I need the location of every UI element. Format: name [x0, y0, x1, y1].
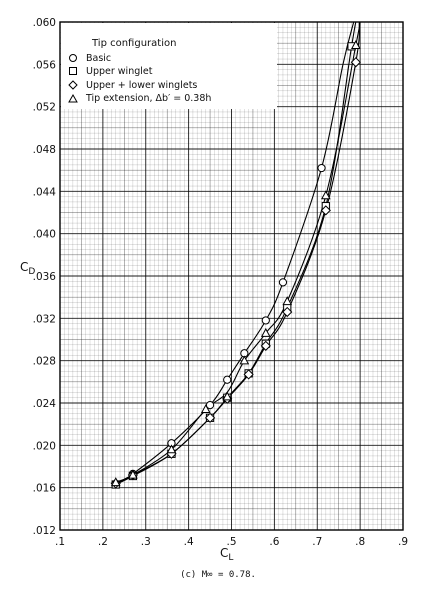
square-marker-icon [69, 67, 77, 75]
data-point-diamond [260, 340, 271, 351]
legend-entry-upper-lower-winglets: Upper + lower winglets [68, 80, 197, 91]
x-tick-label: .2 [98, 536, 108, 548]
legend-label: Upper + lower winglets [86, 80, 197, 91]
legend-label: Basic [86, 53, 111, 64]
legend-label: Tip extension, Δb′ = 0.38h [85, 93, 211, 104]
data-point-triangle [128, 469, 138, 479]
y-axis-label: CD [20, 260, 35, 277]
data-point-triangle [350, 40, 361, 49]
x-tick-label: .7 [312, 536, 322, 548]
x-axis-label: CL [220, 546, 233, 563]
y-tick-label: .028 [33, 356, 56, 368]
data-point-triangle [239, 355, 250, 365]
legend-title: Tip configuration [91, 38, 176, 49]
legend-entry-basic: Basic [69, 53, 111, 64]
y-tick-label: .036 [33, 271, 57, 283]
x-tick-label: .6 [269, 536, 279, 548]
data-point-triangle [320, 190, 331, 200]
data-point-circle [205, 401, 215, 410]
data-point-circle [317, 163, 326, 173]
data-point-circle [261, 316, 270, 325]
y-tick-label: .044 [33, 186, 57, 198]
circle-marker-icon [69, 54, 77, 62]
y-tick-label: .060 [33, 17, 56, 29]
x-tick-label: .5 [226, 536, 236, 548]
data-point-diamond [204, 412, 216, 423]
x-tick-label: .1 [55, 536, 65, 548]
y-tick-label: .020 [33, 440, 56, 452]
plot-frame [59, 21, 404, 531]
data-point-diamond [350, 57, 361, 68]
data-point-triangle [282, 296, 293, 306]
figure-caption: (c) M∞ = 0.78. [180, 570, 256, 580]
legend-entry-tip-extension: Tip extension, Δb′ = 0.38h [68, 93, 211, 104]
data-point-circle [223, 375, 232, 384]
legend-entry-upper-winglet: Upper winglet [69, 66, 153, 77]
data-point-diamond [243, 369, 254, 380]
legend: Tip configuration Basic Upper winglet Up… [61, 23, 277, 109]
legend-label: Upper winglet [86, 66, 153, 77]
data-point-triangle [200, 404, 211, 414]
data-point-diamond [320, 205, 331, 216]
diamond-marker-icon [68, 80, 78, 90]
triangle-marker-icon [68, 93, 78, 103]
y-tick-label: .012 [33, 525, 56, 537]
y-tick-label: .024 [33, 398, 57, 410]
data-point-circle [278, 278, 288, 287]
fitted-curve [115, 21, 360, 484]
data-point-triangle [222, 391, 233, 401]
y-tick-label: .016 [33, 483, 57, 495]
data-point-triangle [110, 477, 121, 487]
data-point-triangle [260, 327, 271, 337]
data-point-diamond [282, 306, 293, 318]
legend-box [61, 23, 277, 109]
fitted-curve [115, 21, 355, 485]
y-tick-label: .056 [33, 59, 57, 71]
data-point-triangle [166, 444, 177, 454]
x-tick-label: .3 [141, 536, 151, 548]
y-tick-label: .048 [33, 144, 56, 156]
data-points [110, 40, 361, 489]
y-tick-label: .032 [33, 313, 56, 325]
x-tick-label: .9 [398, 536, 408, 548]
x-tick-label: .8 [355, 536, 365, 548]
axis-titles: CD CL [20, 260, 233, 563]
y-tick-label: .040 [33, 229, 56, 241]
y-tick-label: .052 [33, 102, 56, 114]
x-tick-label: .4 [184, 536, 194, 548]
tick-labels: .012 .016 .020 .024 .028 .032 .036 .040 .044 .048… [33, 17, 408, 548]
